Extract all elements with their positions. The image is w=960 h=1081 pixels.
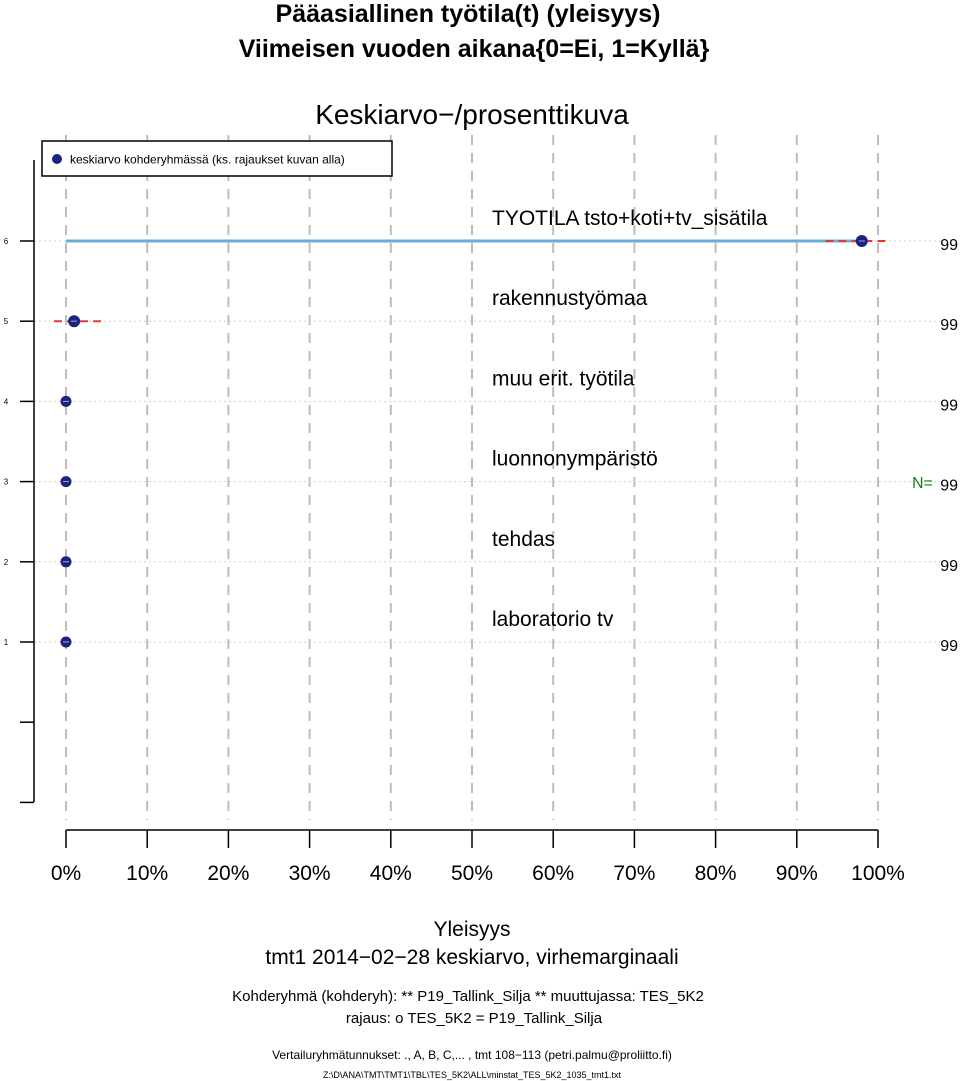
note-line2: rajaus: o TES_5K2 = P19_Tallink_Silja (346, 1010, 603, 1027)
x-axis-label-line2: tmt1 2014−02−28 keskiarvo, virhemarginaa… (265, 946, 678, 969)
y-tick-label: 1 (4, 638, 9, 647)
n-prefix: N= (912, 475, 933, 492)
x-tick-label: 30% (289, 862, 331, 885)
chart-subtitle: Keskiarvo−/prosenttikuva (315, 99, 629, 130)
x-tick-label: 40% (370, 862, 412, 885)
series (54, 235, 890, 648)
y-tick-label: 4 (4, 397, 9, 406)
note-line4: Z:\D\ANA\TMT\TMT1\TBL\TES_5K2\ALL\minsta… (323, 1070, 622, 1080)
n-value: 99 (940, 397, 958, 414)
y-tick-label: 3 (4, 478, 9, 487)
y-tick-label: 2 (4, 558, 9, 567)
legend: keskiarvo kohderyhmässä (ks. rajaukset k… (41, 140, 393, 177)
chart-title-line1: Pääasiallinen työtila(t) (yleisyys) (276, 0, 661, 28)
grid (65, 135, 879, 820)
x-tick-label: 70% (613, 862, 655, 885)
n-value: 99 (940, 638, 958, 655)
category-label: muu erit. työtila (492, 367, 635, 390)
x-tick-label: 90% (776, 862, 818, 885)
x-tick-label: 10% (126, 862, 168, 885)
x-tick-label: 20% (207, 862, 249, 885)
x-tick-label: 50% (451, 862, 493, 885)
category-label: laboratorio tv (492, 608, 614, 631)
legend-marker (52, 154, 62, 164)
chart-title-line2: Viimeisen vuoden aikana{0=Ei, 1=Kyllä} (239, 35, 710, 63)
note-line3: Vertailuryhmätunnukset: ., A, B, C,... ,… (272, 1048, 672, 1062)
legend-label: keskiarvo kohderyhmässä (ks. rajaukset k… (70, 153, 345, 167)
n-labels: 99 99 99 99 99 99 (940, 237, 958, 655)
category-labels: TYOTILA tsto+koti+tv_sisätila rakennustyö… (492, 207, 768, 631)
row-guides (34, 240, 940, 643)
category-label: TYOTILA tsto+koti+tv_sisätila (492, 207, 768, 230)
category-label: rakennustyömaa (492, 287, 648, 310)
n-value: 99 (940, 558, 958, 575)
x-tick-label: 0% (51, 862, 81, 885)
x-axis-label-line1: Yleisyys (433, 918, 510, 941)
note-line1: Kohderyhmä (kohderyh): ** P19_Tallink_Si… (232, 988, 704, 1005)
x-tick-label: 80% (695, 862, 737, 885)
n-value: 99 (940, 317, 958, 334)
category-label: luonnonympäristö (492, 448, 658, 471)
x-tick-label: 60% (532, 862, 574, 885)
x-axis-ticks: 0% 10% 20% 30% 40% 50% 60% 70% 80% 90% 100% (51, 830, 905, 885)
y-tick-label: 5 (4, 317, 9, 326)
n-value: 99 (940, 478, 958, 495)
n-value: 99 (940, 237, 958, 254)
x-tick-label: 100% (851, 862, 905, 885)
y-axis-ticks: 6 5 4 3 2 1 (4, 237, 34, 804)
category-label: tehdas (492, 528, 555, 551)
legend-box (41, 140, 393, 177)
y-tick-label: 6 (4, 237, 9, 246)
